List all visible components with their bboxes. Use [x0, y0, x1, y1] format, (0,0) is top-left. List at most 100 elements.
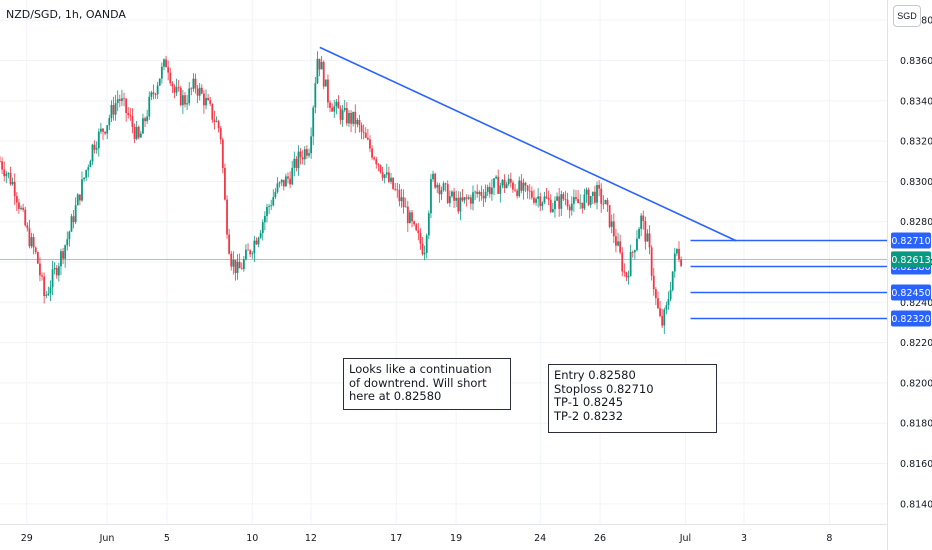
candle-up [440, 190, 443, 195]
candle-down [13, 181, 16, 197]
candle-down [615, 236, 617, 246]
level-price-label: 0.82450 [891, 288, 930, 299]
candle-up [610, 221, 613, 227]
candle-down [289, 178, 291, 185]
candle-down [657, 298, 659, 309]
level-price-label: 0.82580 [891, 262, 930, 273]
candle-up [583, 194, 586, 209]
candle-down [131, 116, 134, 127]
candle-up [665, 305, 668, 310]
candle-up [463, 197, 466, 201]
candle-up [671, 271, 674, 291]
candle-down [36, 252, 39, 264]
candle-down [509, 178, 512, 183]
candle-up [181, 95, 184, 106]
candle-down [9, 172, 12, 185]
candle-up [274, 191, 277, 198]
candle-down [184, 95, 186, 105]
candle-up [192, 78, 195, 89]
candle-down [137, 126, 140, 138]
candle-down [41, 275, 43, 277]
candle-down [318, 58, 321, 70]
candle-down [650, 247, 653, 276]
candle-up [537, 196, 540, 199]
candle-down [255, 240, 258, 245]
candle-down [299, 151, 302, 158]
currency-button[interactable]: SGD [893, 5, 921, 27]
candle-up [114, 103, 117, 115]
candle-up [236, 261, 239, 273]
candle-down [177, 87, 180, 89]
candle-up [404, 206, 407, 208]
candle-up [308, 153, 310, 156]
levels-layer[interactable] [690, 239, 888, 320]
candle-up [135, 126, 138, 139]
candle-up [638, 228, 640, 239]
candle-down [539, 196, 542, 207]
candle-down [526, 185, 529, 191]
candle-down [93, 144, 96, 150]
candle-up [320, 61, 323, 70]
candles-layer [0, 51, 682, 335]
candle-up [518, 180, 521, 197]
candle-down [207, 97, 210, 101]
time-tick-label: 24 [534, 533, 546, 544]
candle-down [102, 128, 104, 132]
candle-down [209, 100, 212, 104]
trendline[interactable] [319, 46, 737, 242]
candle-down [406, 206, 409, 224]
time-tick-label: 10 [246, 533, 258, 544]
candle-down [329, 102, 331, 108]
time-tick-label: 12 [305, 533, 317, 544]
candle-down [465, 197, 468, 199]
candle-down [654, 289, 657, 299]
candle-down [3, 169, 6, 177]
candle-up [116, 99, 119, 104]
candle-up [430, 179, 432, 214]
candle-down [413, 221, 416, 225]
candle-down [230, 253, 233, 267]
candle-down [602, 203, 605, 205]
candle-up [560, 194, 563, 209]
candle-up [484, 191, 487, 199]
candle-down [547, 198, 550, 200]
candle-up [95, 148, 98, 150]
candle-up [383, 174, 386, 178]
candle-down [339, 108, 342, 120]
price-axis-background[interactable] [888, 0, 932, 550]
comment-note[interactable]: Looks like a continuation of downtrend. … [343, 358, 511, 410]
candle-up [146, 116, 149, 122]
level-price-tag [891, 284, 931, 301]
trade-plan-note[interactable]: Entry 0.82580 Stoploss 0.82710 TP-1 0.82… [548, 364, 717, 433]
candle-down [154, 94, 157, 95]
candle-down [194, 78, 197, 89]
price-axis-labels: 0.82710 0.82580 0.82450 0.82320 0.82613 [891, 232, 931, 327]
candle-down [469, 197, 472, 204]
candle-down [34, 247, 37, 253]
candle-down [438, 184, 441, 195]
symbol-title: NZD/SGD, 1h, OANDA [6, 8, 126, 21]
candle-up [87, 167, 90, 171]
candle-down [211, 103, 214, 120]
current-price-label: 0.82613 [891, 255, 930, 266]
candle-down [247, 249, 249, 251]
candle-down [623, 271, 626, 273]
candle-up [242, 259, 245, 270]
candle-down [381, 172, 384, 178]
candle-down [240, 268, 243, 270]
trendline-layer[interactable] [319, 46, 737, 242]
candle-down [648, 233, 651, 248]
candle-down [387, 172, 390, 182]
candle-down [644, 220, 647, 242]
candle-down [22, 207, 25, 210]
candle-up [91, 144, 94, 162]
candle-down [375, 159, 378, 165]
candle-down [619, 241, 622, 253]
candle-up [522, 182, 525, 191]
candle-up [11, 181, 14, 185]
candle-up [198, 87, 201, 96]
candle-down [171, 83, 174, 87]
